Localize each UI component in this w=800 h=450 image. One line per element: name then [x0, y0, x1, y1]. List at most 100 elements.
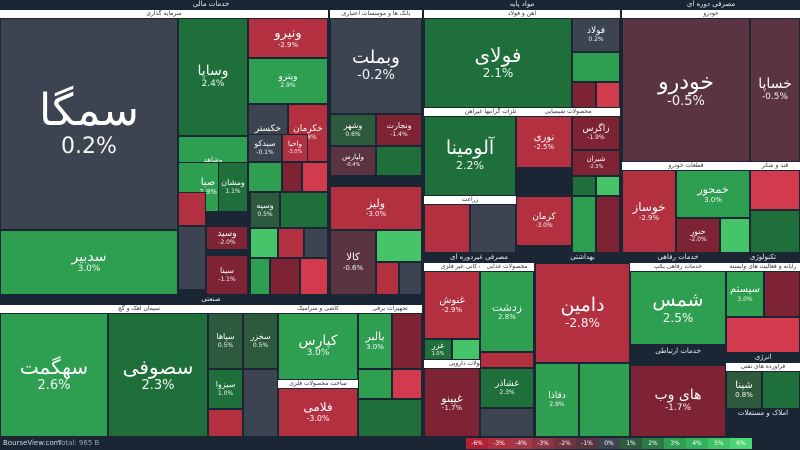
stock-tile[interactable]: زاگرس -1.9%	[572, 116, 620, 150]
minor-stock-tile[interactable]	[572, 196, 596, 253]
minor-stock-tile[interactable]	[596, 82, 620, 108]
minor-stock-tile[interactable]	[376, 262, 399, 295]
stock-tile[interactable]: خوساز -2.9%	[622, 170, 676, 253]
minor-stock-tile[interactable]	[280, 192, 328, 228]
stock-tile[interactable]: کرمان -3.0%	[516, 196, 572, 246]
minor-stock-tile[interactable]	[480, 408, 534, 437]
stock-tile[interactable]: غپینو -1.7%	[424, 368, 480, 437]
stock-tile[interactable]: سدبیر 3.0%	[0, 230, 178, 295]
minor-stock-tile[interactable]	[720, 218, 750, 253]
stock-tile[interactable]: وبملت -0.2%	[330, 18, 422, 114]
minor-stock-tile[interactable]	[270, 258, 300, 295]
stock-tile[interactable]: ومشان 1.1%	[218, 162, 248, 212]
stock-tile[interactable]: کالا -0.6%	[330, 230, 376, 295]
stock-change: 2.9%	[199, 188, 217, 197]
minor-stock-tile[interactable]	[250, 258, 270, 295]
minor-stock-tile[interactable]	[596, 176, 620, 196]
stock-tile[interactable]: های وب -1.7%	[630, 365, 726, 437]
stock-tile[interactable]: وسید -2.0%	[206, 226, 248, 250]
stock-tile[interactable]: فولاد 0.2%	[572, 18, 620, 52]
stock-tile[interactable]: زدشت 2.8%	[480, 271, 534, 352]
minor-stock-tile[interactable]	[178, 226, 206, 290]
minor-stock-tile[interactable]	[208, 409, 243, 437]
minor-stock-tile[interactable]	[376, 230, 422, 262]
stock-tile[interactable]: غنوش -2.9%	[424, 271, 480, 339]
stock-symbol: واحیا	[288, 140, 302, 149]
stock-symbol: غشاذر	[495, 378, 519, 389]
stock-tile[interactable]: کپارس 3.0%	[278, 313, 358, 380]
minor-stock-tile[interactable]	[376, 146, 422, 176]
minor-stock-tile[interactable]	[452, 339, 480, 360]
minor-stock-tile[interactable]	[470, 204, 516, 253]
minor-stock-tile[interactable]	[596, 196, 620, 253]
stock-tile[interactable]: خنور -2.0%	[676, 218, 720, 253]
stock-tile[interactable]: سمگا 0.2%	[0, 18, 178, 230]
minor-stock-tile[interactable]	[304, 228, 328, 258]
stock-tile[interactable]: آلومینا 2.2%	[424, 116, 516, 196]
stock-tile[interactable]: غشاذر 2.3%	[480, 368, 534, 408]
minor-stock-tile[interactable]	[762, 371, 800, 409]
stock-tile[interactable]: شیران -2.3%	[572, 150, 620, 176]
stock-tile[interactable]: ونجارت -1.4%	[376, 114, 422, 146]
minor-stock-tile[interactable]	[250, 228, 278, 258]
stock-tile[interactable]: دقاذا 2.9%	[535, 363, 579, 437]
minor-stock-tile[interactable]	[424, 204, 470, 253]
stock-tile[interactable]: ولیز -3.0%	[330, 186, 422, 230]
minor-stock-tile[interactable]	[178, 192, 206, 226]
stock-tile[interactable]: سپاها 0.5%	[208, 313, 243, 369]
minor-stock-tile[interactable]	[358, 369, 392, 399]
stock-tile[interactable]: وشهر 0.6%	[330, 114, 376, 146]
minor-stock-tile[interactable]	[726, 317, 800, 353]
minor-stock-tile[interactable]	[572, 82, 596, 108]
stock-tile[interactable]: سصوفی 2.3%	[108, 313, 208, 437]
stock-tile[interactable]: نوری -2.5%	[516, 116, 572, 168]
stock-tile[interactable]: واحیا -3.0%	[282, 134, 308, 162]
stock-tile[interactable]: شمس 2.5%	[630, 271, 726, 345]
minor-stock-tile[interactable]	[750, 170, 800, 210]
minor-stock-tile[interactable]	[579, 363, 630, 437]
minor-stock-tile[interactable]	[358, 399, 422, 437]
minor-stock-tile[interactable]	[392, 369, 422, 399]
stock-tile[interactable]: خودرو -0.5%	[622, 18, 750, 162]
stock-tile[interactable]: ولپارس -0.4%	[330, 146, 376, 176]
legend-swatch: 3%	[664, 438, 686, 449]
minor-stock-tile[interactable]	[572, 52, 620, 82]
stock-tile[interactable]: سیستم 3.0%	[726, 271, 764, 317]
sector-title: تکنولوژی	[749, 253, 777, 261]
minor-stock-tile[interactable]	[300, 258, 328, 295]
minor-stock-tile[interactable]	[243, 369, 278, 437]
stock-symbol: وشاهد	[203, 155, 223, 164]
minor-stock-tile[interactable]	[572, 176, 596, 196]
stock-tile[interactable]: بالبر 3.0%	[358, 313, 392, 369]
minor-stock-tile[interactable]	[278, 228, 304, 258]
stock-tile[interactable]: خمحور 3.0%	[676, 170, 750, 218]
minor-stock-tile[interactable]	[399, 262, 422, 295]
stock-tile[interactable]: سیدکو -0.1%	[248, 134, 282, 162]
stock-tile[interactable]: فلامی -3.0%	[278, 388, 358, 437]
stock-tile[interactable]: وسپه 0.5%	[250, 192, 280, 228]
minor-stock-tile[interactable]	[248, 162, 282, 192]
legend-swatch: 5%	[708, 438, 730, 449]
stock-tile[interactable]: سیزوا 1.0%	[208, 369, 243, 409]
minor-stock-tile[interactable]	[302, 162, 328, 192]
stock-tile[interactable]: سهگمت 2.6%	[0, 313, 108, 437]
brand-label[interactable]: BourseView.com	[3, 439, 61, 447]
stock-tile[interactable]: دامین -2.8%	[535, 263, 630, 363]
minor-stock-tile[interactable]	[480, 352, 534, 368]
stock-tile[interactable]: غزر 1.0%	[424, 339, 452, 360]
minor-stock-tile[interactable]	[392, 313, 422, 369]
stock-tile[interactable]: ونیرو -2.9%	[248, 18, 328, 58]
stock-tile[interactable]: فولای 2.1%	[424, 18, 572, 108]
stock-symbol: سینا	[220, 266, 234, 276]
stock-tile[interactable]: خساپا -0.5%	[750, 18, 800, 162]
stock-tile[interactable]: وساپا 2.4%	[178, 18, 248, 136]
stock-change: 0.2%	[61, 133, 117, 159]
stock-tile[interactable]: سخزر 0.5%	[243, 313, 278, 369]
stock-tile[interactable]: شپنا 0.8%	[726, 371, 762, 409]
stock-tile[interactable]: ویترو 2.9%	[248, 58, 328, 104]
minor-stock-tile[interactable]	[282, 162, 302, 192]
stock-symbol: فلامی	[303, 400, 333, 415]
minor-stock-tile[interactable]	[764, 271, 800, 317]
minor-stock-tile[interactable]	[750, 210, 800, 253]
stock-tile[interactable]: سینا -1.1%	[206, 255, 248, 295]
